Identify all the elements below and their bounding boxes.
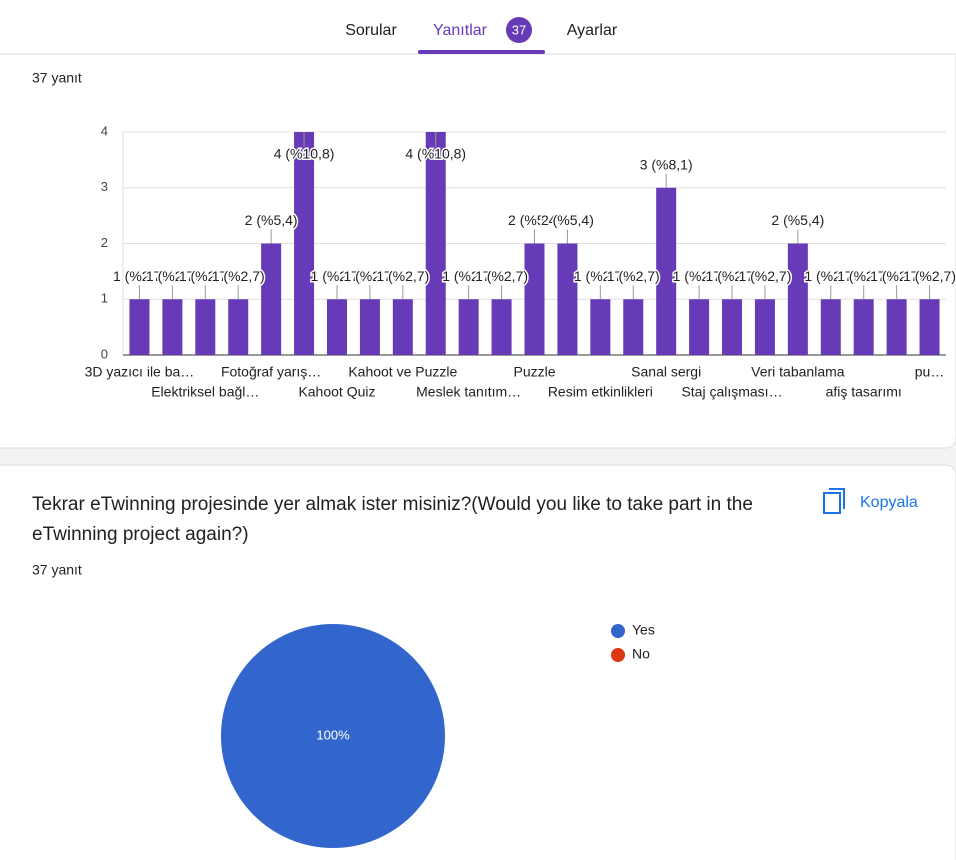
y-tick-label: 3 — [101, 179, 108, 194]
data-label: 1 (%2,7) — [376, 268, 429, 284]
bar — [491, 299, 512, 355]
data-label: 3 (%8,1) — [640, 156, 693, 172]
response-count: 37 yanıt — [32, 562, 82, 578]
bar — [195, 299, 216, 355]
bar — [557, 243, 578, 355]
copy-label: Kopyala — [860, 494, 918, 511]
bar — [656, 187, 677, 355]
data-label: 1 (%2,7) — [212, 268, 265, 284]
data-label: 1 (%2,7) — [870, 268, 923, 284]
badge — [506, 17, 532, 43]
data-label: 1 (%2,7) — [706, 268, 759, 284]
bar — [458, 299, 479, 355]
data-label: 4 (%10,8) — [274, 146, 335, 162]
bar — [919, 299, 940, 355]
data-label: 2 (%5,4) — [541, 212, 594, 228]
tab-indicator — [418, 50, 545, 54]
x-tick-label: Sanal sergi — [631, 364, 701, 380]
tab[interactable]: Sorular — [345, 22, 397, 39]
y-tick-label: 1 — [101, 291, 108, 306]
data-label: 1 (%2,7) — [113, 268, 166, 284]
x-tick-label: Puzzle — [513, 364, 555, 380]
bar — [820, 299, 841, 355]
x-tick-label: Meslek tanıtım… — [416, 384, 521, 400]
bar — [162, 299, 183, 355]
y-tick-label: 0 — [101, 346, 108, 361]
top-bar — [0, 0, 956, 54]
badge-count: 37 — [512, 22, 526, 37]
legend-label: Yes — [632, 622, 655, 638]
legend-label: No — [632, 646, 650, 662]
bar — [722, 299, 743, 355]
question-title: Tekrar eTwinning projesinde yer almak is… — [32, 494, 753, 545]
bar — [392, 299, 413, 355]
data-label: 1 (%2,7) — [311, 268, 364, 284]
tab[interactable]: Ayarlar — [567, 22, 618, 39]
x-tick-label: Kahoot ve Puzzle — [348, 364, 457, 380]
data-label: 2 (%5,4) — [508, 212, 561, 228]
data-label: 1 (%2,7) — [179, 268, 232, 284]
bar — [261, 243, 282, 355]
bar — [228, 299, 249, 355]
data-label: 1 (%2,7) — [738, 268, 791, 284]
bar — [787, 243, 808, 355]
data-label: 1 (%2,7) — [673, 268, 726, 284]
bar — [524, 243, 545, 355]
data-label: 2 (%5,4) — [771, 212, 824, 228]
data-label: 1 (%2,7) — [804, 268, 857, 284]
data-label: 1 (%2,7) — [574, 268, 627, 284]
slice-label: 100% — [316, 727, 350, 742]
copy-button[interactable]: Kopyala — [823, 488, 918, 514]
x-tick-label: Staj çalışması… — [681, 384, 782, 400]
y-tick-label: 2 — [101, 235, 108, 250]
bar — [590, 299, 611, 355]
y-tick-label: 4 — [101, 123, 108, 138]
data-label: 1 (%2,7) — [607, 268, 660, 284]
x-tick-label: 3D yazıcı ile ba… — [85, 364, 195, 380]
bar — [359, 299, 380, 355]
bar — [129, 299, 150, 355]
pie-slice — [221, 624, 445, 848]
data-label: 1 (%2,7) — [903, 268, 956, 284]
x-tick-label: Fotoğraf yarış… — [221, 364, 321, 380]
response-count: 37 yanıt — [32, 70, 82, 86]
bar — [294, 132, 315, 355]
bar — [425, 132, 446, 355]
bar — [853, 299, 874, 355]
bar — [689, 299, 710, 355]
x-tick-label: Kahoot Quiz — [298, 384, 375, 400]
legend-swatch — [611, 624, 625, 638]
x-tick-label: afiş tasarımı — [826, 384, 902, 400]
bar — [326, 299, 347, 355]
legend-swatch — [611, 648, 625, 662]
data-label: 1 (%2,7) — [837, 268, 890, 284]
data-label: 1 (%2,7) — [343, 268, 396, 284]
x-tick-label: pu… — [915, 364, 945, 380]
x-tick-label: Resim etkinlikleri — [548, 384, 653, 400]
x-tick-label: Elektriksel bağl… — [151, 384, 259, 400]
data-label: 1 (%2,7) — [475, 268, 528, 284]
bar — [886, 299, 907, 355]
bar — [623, 299, 644, 355]
data-label: 2 (%5,4) — [245, 212, 298, 228]
data-label: 4 (%10,8) — [405, 146, 466, 162]
x-tick-label: Veri tabanlama — [751, 364, 845, 380]
data-label: 1 (%2,7) — [442, 268, 495, 284]
tab[interactable]: Yanıtlar — [433, 22, 488, 39]
bar — [754, 299, 775, 355]
copy-icon — [823, 492, 841, 514]
copy-icon — [829, 488, 845, 509]
data-label: 1 (%2,7) — [146, 268, 199, 284]
